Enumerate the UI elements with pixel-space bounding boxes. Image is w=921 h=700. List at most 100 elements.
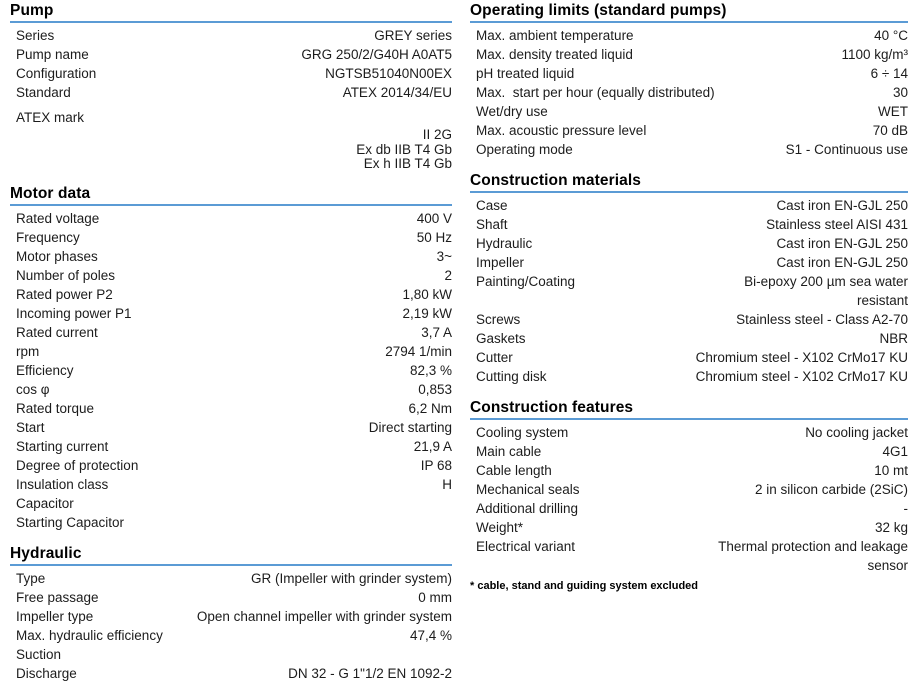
spec-value: 3,7 A (421, 324, 452, 340)
spec-label: Main cable (476, 444, 542, 459)
spec-label: Suction (16, 646, 62, 662)
spec-value: GRG 250/2/G40H A0AT5 (301, 47, 452, 62)
spec-value: NGTSB51040N00EX (325, 66, 452, 81)
spec-label: Incoming power P1 (16, 305, 132, 321)
section-title: Operating limits (standard pumps) (470, 2, 908, 23)
spec-label: Max. start per hour (equally distributed… (476, 85, 715, 100)
spec-row: Discharge DN 32 - G 1"1/2 EN 1092-2 (10, 664, 452, 683)
section-hydraulic: Hydraulic Type GR (Impeller with grinder s… (10, 545, 452, 683)
spec-value: 1100 kg/m³ (841, 47, 908, 62)
spec-label: Cooling system (476, 425, 569, 440)
section-title: Hydraulic (10, 545, 452, 566)
spec-row: Configuration NGTSB51040N00EX (10, 64, 452, 83)
spec-label: Mechanical seals (476, 482, 580, 497)
spec-label: cos φ (16, 381, 50, 397)
spec-value: Stainless steel - Class A2-70 (736, 312, 908, 327)
spec-row: Series GREY series (10, 26, 452, 45)
spec-value: H (442, 476, 452, 492)
spec-label: Max. density treated liquid (476, 47, 633, 62)
right-column: Operating limits (standard pumps) Max. am… (470, 2, 908, 700)
section-title: Motor data (10, 185, 452, 206)
spec-label: Capacitor (16, 495, 74, 511)
spec-row: cos φ 0,853 (10, 380, 452, 399)
spec-label: Case (476, 198, 508, 213)
spec-row: Insulation class H (10, 475, 452, 494)
spec-row: Type GR (Impeller with grinder system) (10, 569, 452, 588)
spec-value: 47,4 % (409, 627, 452, 643)
spec-row: Pump name GRG 250/2/G40H A0AT5 (10, 45, 452, 64)
spec-value: Chromium steel - X102 CrMo17 KU (695, 350, 908, 365)
spec-rows: Max. ambient temperature 40 °C Max. densit… (470, 23, 908, 159)
spec-value: 2 in silicon carbide (2SiC) (754, 482, 908, 497)
section-operating-limits-standard-pumps: Operating limits (standard pumps) Max. am… (470, 2, 908, 159)
spec-row: Degree of protection IP 68 (10, 456, 452, 475)
spec-row: Cable length 10 mt (470, 461, 908, 480)
spec-label: Rated current (16, 324, 98, 340)
spec-row: Mechanical seals 2 in silicon carbide (2S… (470, 480, 908, 499)
left-column: Pump Series GREY series Pump name GRG 250/2/… (10, 2, 452, 700)
spec-row: Frequency 50 Hz (10, 228, 452, 247)
spec-label: Painting/Coating (476, 274, 576, 289)
spec-label: Cutting disk (476, 369, 547, 384)
spec-rows: Type GR (Impeller with grinder system) Fre… (10, 566, 452, 683)
spec-row: Standard ATEX 2014/34/EU (10, 83, 452, 102)
spec-label: Start (16, 419, 45, 435)
spec-value: Open channel impeller with grinder syste… (196, 608, 452, 624)
spec-value: Thermal protection and leakage sensor (718, 539, 908, 573)
spec-row: Wet/dry use WET (470, 102, 908, 121)
spec-rows: Case Cast iron EN-GJL 250 Shaft Stainless s… (470, 193, 908, 386)
spec-label: Operating mode (476, 142, 573, 157)
spec-row: Cooling system No cooling jacket (470, 423, 908, 442)
spec-value: - (903, 501, 909, 516)
spec-value: 0,853 (418, 381, 452, 397)
section-title: Construction materials (470, 172, 908, 193)
spec-row: Rated power P2 1,80 kW (10, 285, 452, 304)
spec-value: S1 - Continuous use (785, 142, 908, 157)
section-title: Construction features (470, 399, 908, 420)
spec-value: Bi-epoxy 200 µm sea water resistant (744, 274, 908, 308)
spec-value: 2,19 kW (402, 305, 452, 321)
spec-row: Cutter Chromium steel - X102 CrMo17 KU (470, 348, 908, 367)
spec-label: Weight* (476, 520, 524, 535)
section-pump: Pump Series GREY series Pump name GRG 250/2/… (10, 2, 452, 172)
spec-value: GR (Impeller with grinder system) (250, 570, 452, 586)
spec-row: Shaft Stainless steel AISI 431 (470, 215, 908, 234)
spec-label: Wet/dry use (476, 104, 548, 119)
section-construction-features: Construction features Cooling system No co… (470, 399, 908, 593)
spec-value: 21,9 A (413, 438, 452, 454)
spec-label: Max. acoustic pressure level (476, 123, 647, 138)
footnote: * cable, stand and guiding system exclud… (470, 580, 699, 592)
spec-label: Free passage (16, 589, 99, 605)
spec-value: II 2G Ex db IIB T4 Gb Ex h IIB T4 Gb (356, 127, 452, 171)
spec-rows: Rated voltage 400 V Frequency 50 Hz Motor ph… (10, 206, 452, 532)
spec-row: pH treated liquid 6 ÷ 14 (470, 64, 908, 83)
spec-label: Cable length (476, 463, 552, 478)
spec-value: 50 Hz (416, 229, 452, 245)
spec-value: 10 mt (874, 463, 908, 478)
spec-label: Insulation class (16, 476, 109, 492)
spec-value: NBR (879, 331, 908, 346)
spec-value: 400 V (416, 210, 452, 226)
spec-label: Configuration (16, 66, 97, 81)
spec-row: Main cable 4G1 (470, 442, 908, 461)
section-motor-data: Motor data Rated voltage 400 V Frequency 50 … (10, 185, 452, 532)
spec-row: Max. density treated liquid 1100 kg/m³ (470, 45, 908, 64)
spec-value: 3~ (436, 248, 452, 264)
spec-label: Number of poles (16, 267, 116, 283)
spec-label: Max. ambient temperature (476, 28, 634, 43)
spec-value: WET (878, 104, 908, 119)
spec-label: Max. hydraulic efficiency (16, 627, 163, 643)
spec-label: Degree of protection (16, 457, 139, 473)
spec-label: Type (16, 570, 46, 586)
spec-value: 2 (444, 267, 452, 283)
spec-row: Max. start per hour (equally distributed… (470, 83, 908, 102)
spec-rows: Cooling system No cooling jacket Main cabl… (470, 420, 908, 575)
spec-row: Impeller Cast iron EN-GJL 250 (470, 253, 908, 272)
spec-value: 0 mm (418, 589, 452, 605)
spec-label: Efficiency (16, 362, 74, 378)
spec-row: Starting Capacitor (10, 513, 452, 532)
spec-value: Stainless steel AISI 431 (766, 217, 908, 232)
spec-row: Hydraulic Cast iron EN-GJL 250 (470, 234, 908, 253)
spec-row: Rated current 3,7 A (10, 323, 452, 342)
